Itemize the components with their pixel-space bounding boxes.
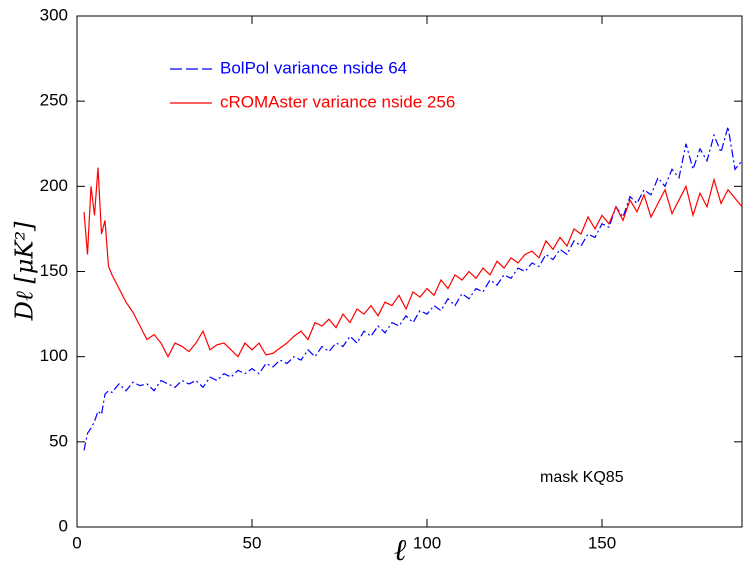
- y-tick-label: 300: [40, 5, 68, 24]
- x-tick-label: 100: [413, 533, 441, 552]
- y-tick-label: 100: [40, 346, 68, 365]
- annotation: mask KQ85: [540, 469, 624, 486]
- y-axis-label: Dℓ [μK²]: [11, 221, 39, 321]
- x-tick-label: 0: [72, 533, 81, 552]
- x-axis-label: ℓ: [394, 533, 407, 568]
- series-line: [83, 167, 743, 358]
- y-tick-label: 150: [40, 261, 68, 280]
- series-line: [83, 126, 743, 451]
- y-tick-label: 200: [40, 176, 68, 195]
- legend-label: cROMAster variance nside 256: [220, 92, 455, 111]
- y-tick-label: 250: [40, 91, 68, 110]
- x-tick-label: 50: [243, 533, 262, 552]
- y-tick-label: 0: [59, 516, 68, 535]
- legend-label: BolPol variance nside 64: [220, 58, 407, 77]
- x-tick-label: 150: [588, 533, 616, 552]
- y-tick-label: 50: [49, 431, 68, 450]
